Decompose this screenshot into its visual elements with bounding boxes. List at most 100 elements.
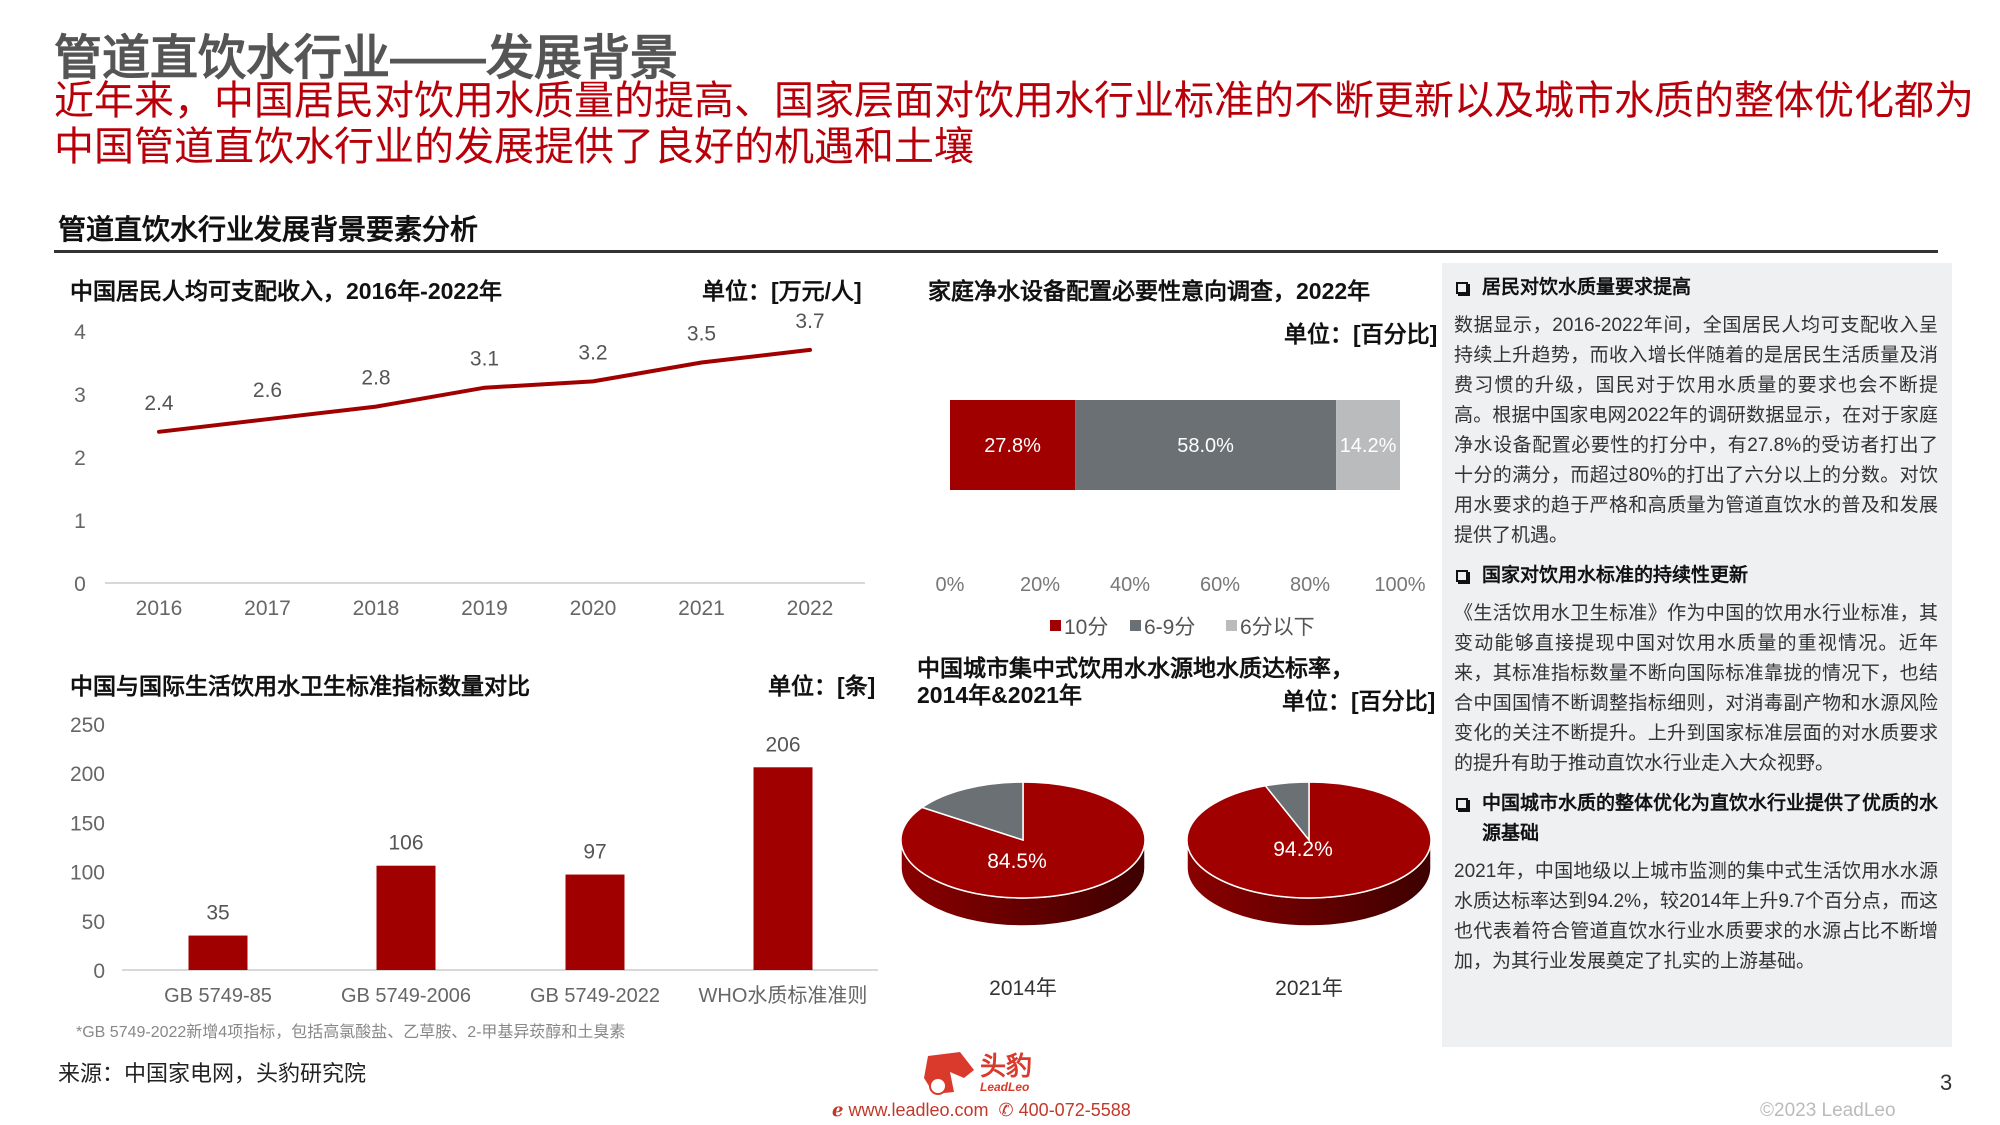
copyright: ©2023 LeadLeo xyxy=(1760,1100,1896,1121)
line-chart-title: 中国居民人均可支配收入，2016年-2022年 xyxy=(70,278,502,304)
x-tick-label: 2021 xyxy=(678,597,725,620)
bar xyxy=(565,874,625,970)
heading-text: 中国城市水质的整体优化为直饮水行业提供了优质的水源基础 xyxy=(1482,793,1939,844)
legend-swatch xyxy=(1130,620,1141,631)
x-tick-label: GB 5749-2006 xyxy=(341,985,471,1007)
x-tick-label: 2020 xyxy=(570,597,617,620)
y-tick-label: 1 xyxy=(74,510,86,533)
legend-swatch xyxy=(1226,620,1237,631)
y-tick-label: 4 xyxy=(74,321,86,344)
data-label: 206 xyxy=(765,733,800,756)
checkbox-bullet-icon xyxy=(1456,798,1468,810)
logo-text: 头豹 xyxy=(980,1051,1033,1081)
panel-text-1: 数据显示，2016-2022年间，全国居民人均可支配收入呈持续上升趋势，而收入增… xyxy=(1454,315,1938,546)
x-tick-label: 2016 xyxy=(136,597,183,620)
bar xyxy=(376,865,436,970)
source: 来源：中国家电网，头豹研究院 xyxy=(58,1061,367,1086)
x-tick-label: 2018 xyxy=(353,597,400,620)
pie-year-label: 2014年 xyxy=(989,977,1057,1000)
heading-text: 国家对饮用水标准的持续性更新 xyxy=(1482,565,1749,586)
segment-label: 58.0% xyxy=(1177,435,1234,457)
legend-label: 6分以下 xyxy=(1240,616,1315,639)
bar xyxy=(188,935,248,970)
y-tick-label: 100 xyxy=(70,862,105,885)
x-tick-label: WHO水质标准准则 xyxy=(699,984,868,1007)
stacked-chart-title: 家庭净水设备配置必要性意向调查，2022年 xyxy=(928,278,1371,304)
pie-chart-unit: 单位：[百分比] xyxy=(1282,688,1436,714)
panel-heading-1: 居民对饮水质量要求提高 xyxy=(1454,273,1938,303)
leadleo-logo: 头豹 LeadLeo xyxy=(920,1048,1032,1098)
y-tick-label: 0 xyxy=(74,573,86,596)
x-tick-label: 2022 xyxy=(787,597,834,620)
line-chart-unit: 单位：[万元/人] xyxy=(702,278,862,304)
checkbox-bullet-icon xyxy=(1456,282,1468,294)
data-label: 106 xyxy=(388,832,423,855)
data-label: 3.7 xyxy=(795,310,824,333)
x-tick-label: 40% xyxy=(1110,574,1150,596)
heading-text: 居民对饮水质量要求提高 xyxy=(1482,277,1692,298)
panel-heading-3: 中国城市水质的整体优化为直饮水行业提供了优质的水源基础 xyxy=(1454,789,1938,849)
data-label: 2.4 xyxy=(144,392,174,415)
legend-swatch xyxy=(1050,620,1061,631)
income-series-line xyxy=(157,347,812,434)
contact-info: ℯ www.leadleo.com ✆ 400-072-5588 xyxy=(832,1100,1131,1121)
bar xyxy=(753,767,813,970)
website-link[interactable]: www.leadleo.com xyxy=(848,1100,989,1120)
page-title: 管道直饮水行业——发展背景 xyxy=(54,32,679,85)
data-label: 3.2 xyxy=(578,341,607,364)
x-tick-label: 0% xyxy=(936,574,965,596)
data-label: 35 xyxy=(206,902,229,925)
pie-value-label: 84.5% xyxy=(987,850,1047,873)
logo-subtext: LeadLeo xyxy=(980,1080,1030,1094)
y-tick-label: 150 xyxy=(70,812,105,835)
stacked-segment xyxy=(1075,400,1337,490)
y-tick-label: 3 xyxy=(74,384,86,407)
phone-icon: ✆ xyxy=(998,1100,1014,1120)
section-divider xyxy=(54,250,1938,253)
x-tick-label: GB 5749-85 xyxy=(164,985,272,1007)
segment-label: 14.2% xyxy=(1340,435,1397,457)
stacked-chart-unit: 单位：[百分比] xyxy=(1284,321,1438,347)
legend-label: 6-9分 xyxy=(1144,616,1195,639)
y-tick-label: 2 xyxy=(74,447,86,470)
legend-label: 10分 xyxy=(1064,616,1108,639)
page-subtitle: 近年来，中国居民对饮用水质量的提高、国家层面对饮用水行业标准的不断更新以及城市水… xyxy=(54,79,1974,169)
page-number: 3 xyxy=(1940,1070,1953,1095)
y-tick-label: 200 xyxy=(70,763,105,786)
data-label: 3.1 xyxy=(470,348,499,371)
bar-chart-title: 中国与国际生活饮用水卫生标准指标数量对比 xyxy=(70,673,530,699)
x-tick-label: 60% xyxy=(1200,574,1240,596)
x-tick-label: 2017 xyxy=(244,597,291,620)
analysis-panel: 居民对饮水质量要求提高 数据显示，2016-2022年间，全国居民人均可支配收入… xyxy=(1442,263,1952,1047)
panel-text-3: 2021年，中国地级以上城市监测的集中式生活饮用水水源水质达标率达到94.2%，… xyxy=(1454,861,1938,972)
bar-chart-unit: 单位：[条] xyxy=(768,673,876,699)
pie-slice-other xyxy=(1264,781,1310,843)
stacked-segment xyxy=(950,400,1076,490)
section-heading: 管道直饮水行业发展背景要素分析 xyxy=(58,214,479,245)
data-label: 3.5 xyxy=(687,323,716,346)
pie-chart-title: 中国城市集中式饮用水水源地水质达标率，2014年&2021年 xyxy=(917,655,1354,708)
x-tick-label: 100% xyxy=(1374,574,1425,596)
x-tick-label: GB 5749-2022 xyxy=(530,985,660,1007)
pie-slice-other xyxy=(920,781,1024,842)
data-label: 2.6 xyxy=(253,379,282,402)
data-label: 2.8 xyxy=(361,367,390,390)
data-label: 97 xyxy=(583,841,606,864)
y-tick-label: 0 xyxy=(93,960,105,983)
x-tick-label: 20% xyxy=(1020,574,1060,596)
phone-number: 400-072-5588 xyxy=(1018,1100,1131,1120)
pie-value-label: 94.2% xyxy=(1273,838,1333,861)
panel-text-2: 《生活饮用水卫生标准》作为中国的饮用水行业标准，其变动能够直接提现中国对饮用水质… xyxy=(1454,603,1938,774)
x-tick-label: 2019 xyxy=(461,597,508,620)
web-icon: ℯ xyxy=(832,1100,844,1120)
pie-year-label: 2021年 xyxy=(1275,977,1343,1000)
panel-heading-2: 国家对饮用水标准的持续性更新 xyxy=(1454,561,1938,591)
y-tick-label: 50 xyxy=(82,911,105,934)
x-tick-label: 80% xyxy=(1290,574,1330,596)
stacked-segment xyxy=(1336,400,1400,490)
checkbox-bullet-icon xyxy=(1456,570,1468,582)
footnote: *GB 5749-2022新增4项指标，包括高氯酸盐、乙草胺、2-甲基异莰醇和土… xyxy=(76,1024,626,1041)
leopard-logo-icon xyxy=(924,1052,974,1095)
segment-label: 27.8% xyxy=(984,435,1041,457)
